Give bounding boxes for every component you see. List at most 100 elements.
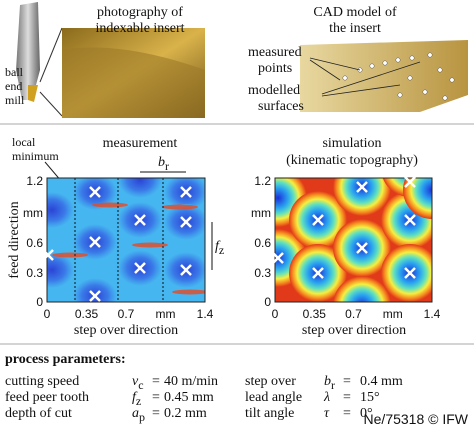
simulation-title: (kinematic topography): [286, 153, 418, 168]
local-minimum: local: [12, 135, 36, 149]
cad-title: CAD model of: [313, 5, 397, 20]
param-eq: =: [152, 374, 160, 389]
cad-point: [442, 95, 448, 101]
param-value: 0.2 mm: [164, 406, 207, 421]
sim-blob: [333, 276, 391, 302]
cad-point: [342, 75, 348, 81]
x-marker: [89, 236, 101, 248]
tool-label: end: [5, 79, 22, 93]
x-tick-label: 1.4: [424, 307, 441, 321]
simulation-title: simulation: [322, 136, 381, 151]
param-symbol: br: [324, 374, 335, 392]
photo-title: indexable insert: [95, 21, 184, 36]
x-marker: [356, 242, 368, 254]
param-label: cutting speed: [5, 374, 79, 389]
x-tick-label: 1.4: [197, 307, 214, 321]
meas-ridge: [172, 289, 205, 295]
x-tick-label: 0.7: [345, 307, 362, 321]
param-symbol: ap: [132, 406, 145, 424]
simulation-map: [275, 178, 432, 302]
br-label: br: [158, 155, 169, 173]
modelled-label: modelled: [248, 83, 300, 98]
x-axis-label: step over direction: [74, 323, 178, 338]
x-marker: [89, 186, 101, 198]
meas-ridge: [132, 242, 168, 248]
x-marker: [134, 214, 146, 226]
y-axis-label: feed direction: [7, 201, 22, 278]
param-eq: =: [343, 374, 351, 389]
x-marker: [404, 176, 416, 188]
cad-point: [369, 63, 375, 69]
fz-label: fz: [215, 239, 224, 257]
x-tick-label: 0.7: [118, 307, 135, 321]
param-value: 0.45 mm: [164, 390, 214, 405]
meas-ridge: [52, 252, 88, 258]
y-tick-label: mm: [23, 206, 43, 220]
cad-title: the insert: [329, 21, 381, 36]
meas-blob: [73, 278, 117, 302]
meas-blob: [47, 252, 74, 288]
sim-blob: [333, 178, 391, 216]
y-tick-label: mm: [251, 206, 271, 220]
param-eq: =: [152, 406, 160, 421]
x-tick-label: 0: [272, 307, 279, 321]
insert-photo-shade: [62, 47, 205, 118]
frame: [274, 177, 433, 303]
measured-label: measured: [248, 45, 302, 60]
x-marker: [312, 267, 324, 279]
x-tick-label: 0: [44, 307, 51, 321]
x-marker: [134, 262, 146, 274]
param-symbol: τ: [324, 406, 330, 421]
tool-illustration: [16, 2, 63, 117]
y-tick-label: 0.3: [254, 266, 271, 280]
x-marker: [42, 249, 54, 261]
param-eq: =: [152, 390, 160, 405]
param-symbol: λ: [323, 390, 330, 405]
x-marker: [356, 181, 368, 193]
x-tick-label: 0.35: [75, 307, 99, 321]
param-eq: =: [343, 390, 351, 405]
param-symbol: vc: [132, 374, 144, 392]
local-minimum: minimum: [12, 149, 59, 163]
cad-point: [422, 89, 428, 95]
parameters-heading: process parameters:: [5, 352, 126, 367]
x-axis-label: step over direction: [302, 323, 406, 338]
measurement-map: [47, 178, 205, 302]
photo-title: photography of: [97, 5, 183, 20]
sim-blob: [403, 178, 432, 219]
param-value: 40 m/min: [164, 374, 218, 389]
modelled-label: surfaces: [258, 99, 304, 114]
tool-label: mill: [5, 93, 25, 107]
x-tick-label: mm: [156, 307, 176, 321]
cad-point: [407, 75, 413, 81]
x-tick-label: 0.35: [303, 307, 327, 321]
x-marker: [404, 267, 416, 279]
y-tick-label: 0: [36, 295, 43, 309]
cad-point: [437, 67, 443, 73]
measurement-title: measurement: [103, 136, 178, 151]
meas-blob: [73, 178, 117, 210]
frame: [46, 177, 206, 303]
param-label: step over: [245, 374, 296, 389]
param-label: lead angle: [245, 390, 302, 405]
leader-lines: [309, 57, 421, 97]
x-marker: [312, 214, 324, 226]
y-tick-label: 0.3: [26, 266, 43, 280]
x-marker: [89, 290, 101, 302]
footer: Ne/75318 © IFW: [364, 411, 469, 427]
tool-label: ball: [5, 65, 24, 79]
cad-point: [427, 52, 433, 58]
cad-point: [382, 60, 388, 66]
cad-point: [395, 57, 401, 63]
param-value: 0.4 mm: [360, 374, 403, 389]
param-eq: =: [343, 406, 351, 421]
meas-ridge: [92, 202, 128, 208]
x-tick-label: mm: [383, 307, 403, 321]
x-marker: [272, 252, 284, 264]
y-tick-label: 0: [264, 295, 271, 309]
meas-blob: [47, 192, 74, 228]
sim-blob: [381, 244, 432, 302]
param-value: 15°: [360, 390, 380, 405]
meas-blob: [118, 178, 162, 198]
